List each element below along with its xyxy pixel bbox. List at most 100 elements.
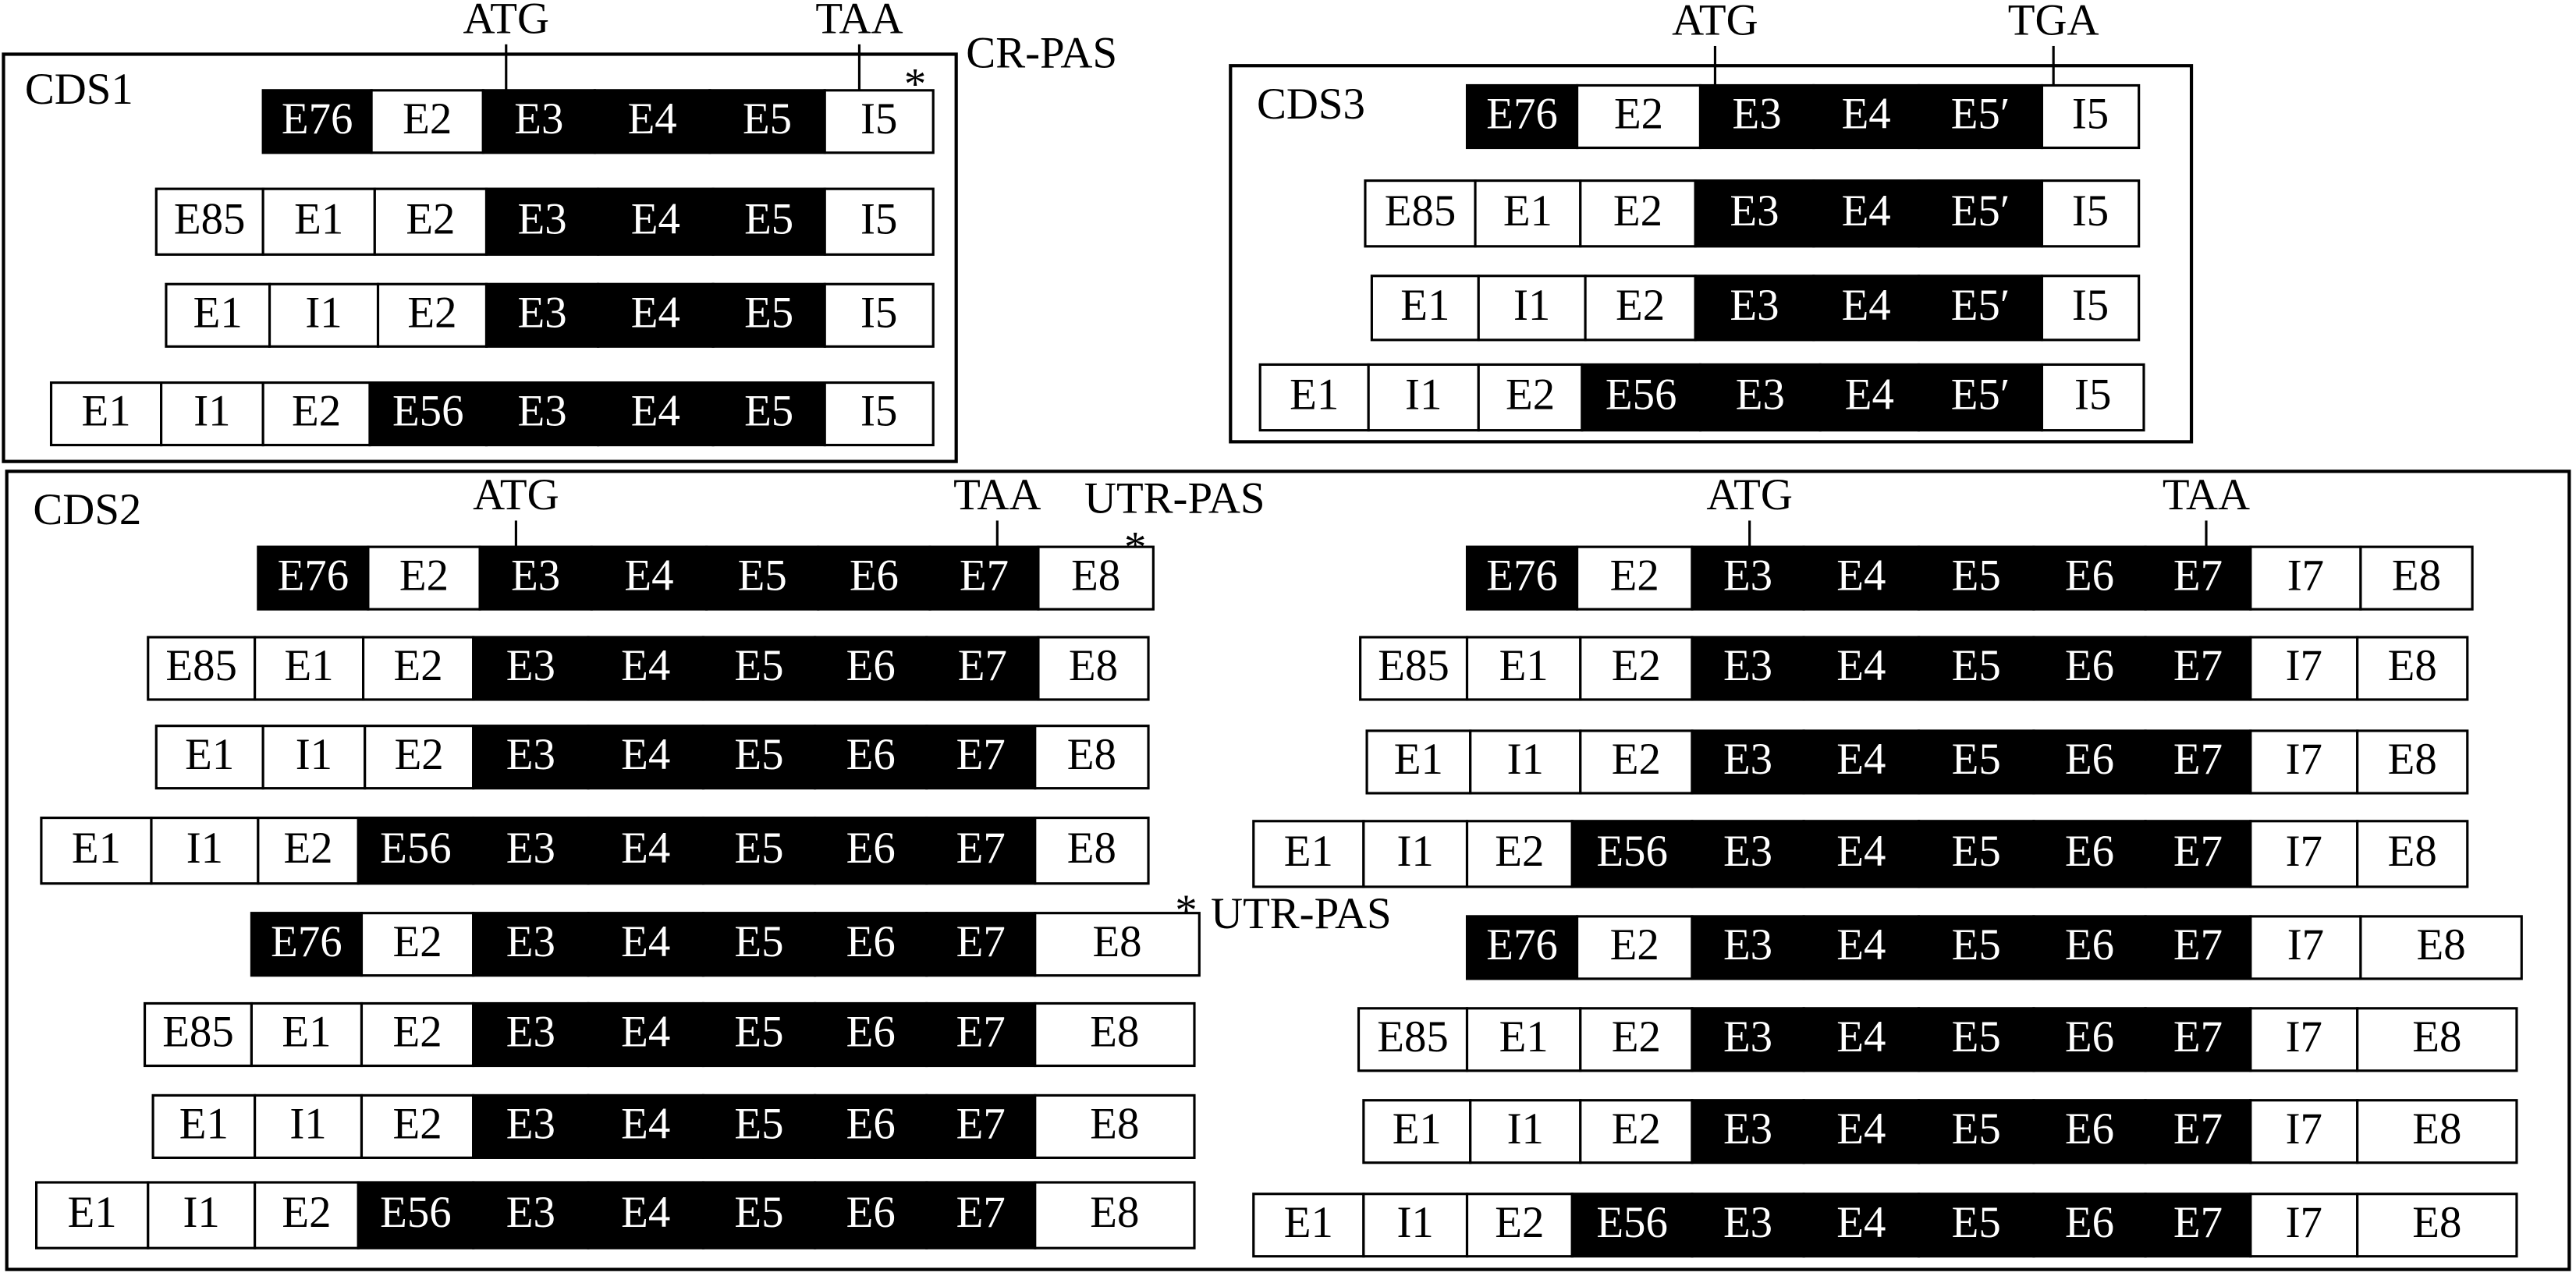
segment-label: I1 — [1507, 1104, 1544, 1154]
segment-label: E56 — [1596, 1198, 1668, 1247]
segment-label: E1 — [1499, 1012, 1549, 1062]
codon-label: ATG — [473, 470, 559, 519]
segment-label: I5 — [2072, 90, 2109, 139]
coding-exon — [1917, 729, 2035, 795]
codon-label: TAA — [2163, 470, 2250, 519]
segment-label: E2 — [1614, 90, 1663, 139]
segment-label: E7 — [960, 551, 1009, 600]
coding-exon — [1802, 636, 1921, 701]
coding-exon — [1818, 363, 1921, 432]
segment — [1359, 636, 1469, 701]
segment-label: E1 — [179, 1100, 229, 1149]
segment-label: E2 — [1495, 1198, 1544, 1247]
segment-label: E8 — [1090, 1008, 1139, 1057]
segment-label: E6 — [846, 1008, 896, 1057]
segment — [1362, 1099, 1472, 1164]
segment-label: E5 — [1952, 551, 2001, 600]
segment-label: E1 — [1284, 827, 1333, 876]
segment-label: E85 — [1385, 186, 1457, 236]
segment — [257, 816, 360, 885]
coding-exon — [701, 1093, 817, 1159]
segment-label: I1 — [193, 387, 230, 436]
segment-label: E6 — [2065, 1104, 2114, 1154]
segment — [373, 187, 488, 256]
segment-label: E3 — [1723, 1198, 1772, 1247]
segment-label: E56 — [380, 1188, 452, 1237]
segment-label: E7 — [956, 730, 1006, 779]
segment-label: E8 — [1067, 730, 1116, 779]
segment-label: E3 — [1733, 90, 1782, 139]
segment-label: E2 — [392, 1100, 442, 1149]
panel-label: CDS1 — [25, 65, 133, 114]
segment-label: E1 — [1393, 1104, 1442, 1154]
segment-label: I7 — [2287, 920, 2324, 969]
segment-label: E4 — [621, 730, 670, 779]
coding-exon — [814, 816, 928, 885]
segment-label: E3 — [506, 917, 555, 966]
segment-label: E76 — [1486, 920, 1558, 969]
segment-label: E5 — [1952, 641, 2001, 690]
segment-label: E4 — [1842, 186, 1891, 236]
segment — [1252, 820, 1365, 888]
codon-label: TGA — [2008, 0, 2099, 45]
segment-label: E3 — [1723, 920, 1772, 969]
segment — [1034, 1181, 1196, 1249]
coding-exon — [1691, 820, 1805, 888]
segment-label: E2 — [1612, 1104, 1661, 1154]
segment-label: E5 — [1952, 1198, 2001, 1247]
coding-exon — [2144, 729, 2252, 795]
segment-label: E5 — [1952, 735, 2001, 784]
segment-label: E85 — [165, 641, 237, 690]
segment-label: E56 — [380, 824, 452, 873]
coding-exon — [1802, 545, 1921, 611]
coding-exon — [1465, 915, 1579, 980]
segment-label: E3 — [1730, 186, 1779, 236]
coding-exon — [587, 912, 705, 977]
coding-exon — [925, 816, 1037, 885]
segment-label: E3 — [1723, 735, 1772, 784]
coding-exon — [925, 725, 1037, 790]
segment-label: I7 — [2286, 1198, 2322, 1247]
segment-label: I1 — [289, 1100, 326, 1149]
segment — [1034, 912, 1201, 977]
segment — [1362, 1193, 1469, 1258]
segment-label: I5 — [860, 94, 897, 144]
segment-label: E2 — [399, 551, 449, 600]
segment-label: E2 — [1616, 281, 1665, 330]
coding-exon — [484, 282, 600, 348]
coding-exon — [2032, 636, 2147, 701]
segment-label: I7 — [2286, 1104, 2322, 1154]
segment-label: E8 — [2392, 551, 2441, 600]
segment-label: E3 — [1723, 1104, 1772, 1154]
segment-label: E8 — [2417, 920, 2466, 969]
segment-label: E3 — [1723, 827, 1772, 876]
segment-label: E8 — [2388, 735, 2437, 784]
coding-exon — [472, 1181, 590, 1249]
segment-label: E7 — [2173, 551, 2223, 600]
coding-exon — [711, 187, 826, 256]
segment-label: E1 — [1503, 186, 1552, 236]
segment — [1469, 729, 1582, 795]
segment-label: E4 — [1836, 920, 1886, 969]
segment-label: E7 — [956, 824, 1006, 873]
segment-label: E4 — [1842, 90, 1891, 139]
panel-label: CDS2 — [33, 485, 141, 534]
segment — [2040, 275, 2141, 342]
segment-label: E6 — [2065, 735, 2114, 784]
segment-label: E6 — [846, 1100, 896, 1149]
segment-label: E8 — [1092, 917, 1141, 966]
segment-label: I7 — [2286, 641, 2322, 690]
segment-label: E5′ — [1951, 186, 2010, 236]
coding-exon — [1812, 83, 1921, 150]
segment-label: E5′ — [1951, 90, 2010, 139]
segment — [823, 187, 935, 256]
coding-exon — [925, 1001, 1037, 1068]
coding-exon — [2144, 1007, 2252, 1072]
coding-exon — [1917, 275, 2044, 342]
segment-label: E6 — [846, 917, 896, 966]
segment-label: E2 — [283, 824, 332, 873]
segment — [250, 1001, 364, 1068]
segment-label: E4 — [1836, 641, 1886, 690]
segment-label: E6 — [2065, 827, 2114, 876]
segment-label: E1 — [1290, 370, 1339, 420]
